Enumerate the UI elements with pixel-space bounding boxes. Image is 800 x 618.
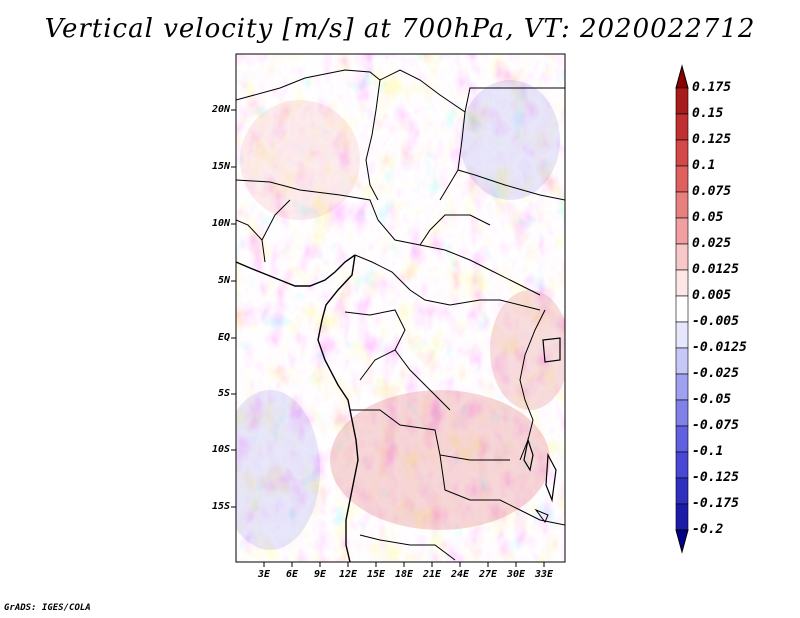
colorbar-swatch xyxy=(675,191,689,219)
colorbar-label: 0.075 xyxy=(692,184,732,199)
colorbar-swatch xyxy=(675,165,689,193)
colorbar-swatch xyxy=(675,217,689,245)
colorbar-swatch xyxy=(675,113,689,141)
lon-label: 27E xyxy=(478,569,498,580)
colorbar-swatch xyxy=(675,347,689,375)
colorbar-label: -0.175 xyxy=(692,496,739,511)
colorbar-label: 0.005 xyxy=(692,288,732,303)
colorbar-label: -0.2 xyxy=(692,522,724,537)
colorbar-swatch xyxy=(675,269,689,297)
colorbar-label: 0.025 xyxy=(692,236,732,251)
lat-label: 15N xyxy=(211,161,230,172)
colorbar-swatch xyxy=(675,295,689,323)
colorbar-swatch xyxy=(675,321,689,349)
lon-label: 24E xyxy=(450,569,470,580)
colorbar-label: 0.15 xyxy=(692,106,724,121)
colorbar-label: -0.1 xyxy=(692,444,724,459)
colorbar-label: 0.05 xyxy=(692,210,724,225)
colorbar-swatch xyxy=(675,477,689,505)
lat-label: 5S xyxy=(217,388,230,399)
lat-label: 10N xyxy=(211,218,230,229)
colorbar-swatch xyxy=(675,425,689,453)
country-borders xyxy=(236,69,565,562)
colorbar-swatch xyxy=(675,451,689,479)
colorbar-label: -0.125 xyxy=(692,470,739,485)
lon-label: 15E xyxy=(366,569,386,580)
lat-label: EQ xyxy=(217,332,230,343)
lat-label: 15S xyxy=(211,501,230,512)
footer-credit: GrADS: IGES/COLA xyxy=(4,603,91,613)
lon-label: 12E xyxy=(338,569,358,580)
colorbar-label: 0.175 xyxy=(692,80,732,95)
colorbar-swatch xyxy=(675,373,689,401)
colorbar-label: 0.125 xyxy=(692,132,732,147)
colorbar xyxy=(675,64,689,554)
colorbar-label: -0.0125 xyxy=(692,340,747,355)
lon-label: 6E xyxy=(285,569,299,580)
lon-label: 18E xyxy=(394,569,414,580)
colorbar-label: 0.1 xyxy=(692,158,716,173)
colorbar-swatch xyxy=(675,87,689,115)
colorbar-swatch xyxy=(675,243,689,271)
colorbar-label: -0.075 xyxy=(692,418,739,433)
lon-label: 33E xyxy=(534,569,554,580)
velocity-field xyxy=(236,54,565,562)
lat-label: 5N xyxy=(217,275,230,286)
colorbar-swatch xyxy=(675,503,689,531)
colorbar-label: -0.05 xyxy=(692,392,732,407)
lon-label: 9E xyxy=(313,569,327,580)
colorbar-arrow-bottom xyxy=(675,529,689,554)
lat-label: 10S xyxy=(211,444,230,455)
colorbar-arrow-top xyxy=(675,64,689,89)
lon-label: 21E xyxy=(422,569,442,580)
colorbar-swatch xyxy=(675,139,689,167)
colorbar-swatch xyxy=(675,399,689,427)
colorbar-label: -0.005 xyxy=(692,314,739,329)
map-frame xyxy=(235,53,566,563)
axis-ticks xyxy=(231,109,545,567)
map-title: Vertical velocity [m/s] at 700hPa, VT: 2… xyxy=(44,14,756,44)
lon-label: 3E xyxy=(257,569,271,580)
lon-label: 30E xyxy=(506,569,526,580)
lat-label: 20N xyxy=(211,104,230,115)
colorbar-label: -0.025 xyxy=(692,366,739,381)
colorbar-label: 0.0125 xyxy=(692,262,739,277)
